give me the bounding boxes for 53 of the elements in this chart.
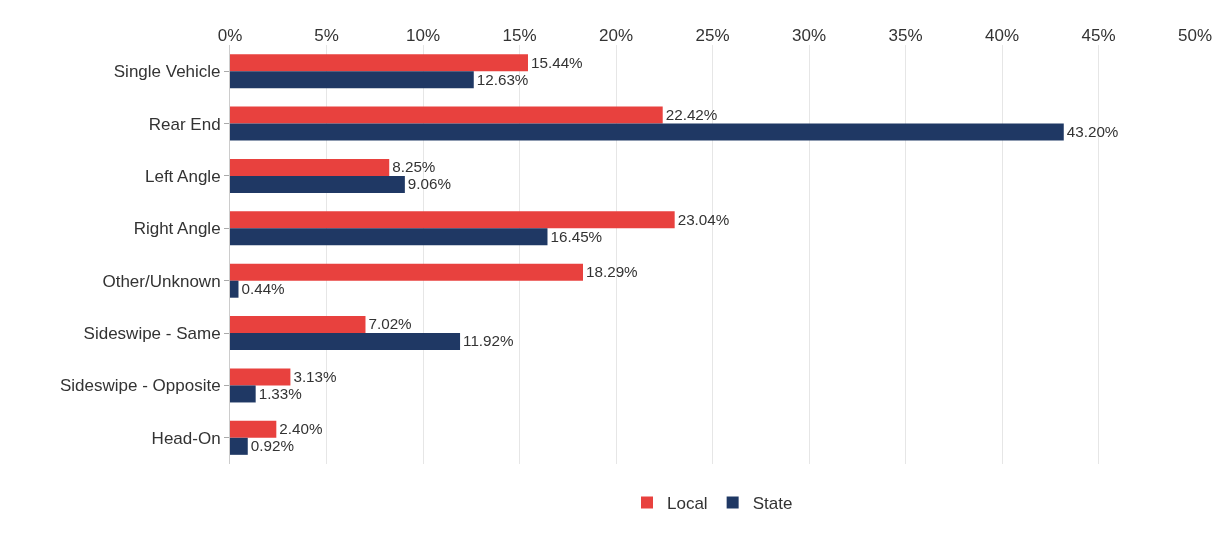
y-tick-label: Head-On: [151, 428, 221, 448]
bar: [230, 175, 405, 193]
data-label: 0.44%: [241, 280, 285, 298]
x-tick-label: 5%: [314, 25, 339, 45]
x-tick-label: 45%: [1081, 25, 1116, 45]
data-label: 15.44%: [531, 53, 583, 71]
y-tick-label: Rear End: [148, 114, 221, 134]
x-tick-label: 0%: [217, 25, 243, 45]
bar: [230, 437, 248, 455]
data-label: 1.33%: [258, 384, 302, 402]
data-label: 16.45%: [550, 227, 603, 245]
legend-label: Local: [667, 494, 708, 514]
data-label: 2.40%: [279, 420, 323, 438]
data-label: 8.25%: [392, 158, 436, 176]
x-tick-label: 40%: [984, 25, 1020, 45]
bar: [230, 316, 366, 334]
x-tick-label: 35%: [888, 25, 923, 45]
data-label: 0.92%: [250, 437, 294, 455]
legend-label: State: [752, 494, 793, 514]
y-tick-label: Right Angle: [133, 219, 221, 239]
x-tick-label: 10%: [405, 25, 441, 45]
x-tick-label: 30%: [791, 25, 827, 45]
bar: [230, 333, 461, 351]
y-tick-label: Single Vehicle: [113, 62, 221, 82]
data-label: 23.04%: [677, 210, 730, 228]
y-tick-label: Sideswipe - Same: [83, 324, 221, 344]
bar: [230, 71, 474, 89]
bar: [230, 280, 239, 298]
bar: [230, 106, 663, 124]
x-tick-label: 15%: [502, 25, 537, 45]
data-label: 3.13%: [293, 367, 337, 385]
y-tick-label: Left Angle: [144, 166, 221, 186]
data-label: 7.02%: [368, 315, 412, 333]
data-label: 11.92%: [463, 332, 514, 350]
bar: [230, 54, 528, 72]
data-label: 18.29%: [586, 263, 638, 281]
bar: [230, 385, 256, 403]
y-tick-label: Other/Unknown: [102, 271, 221, 291]
y-tick-label: Sideswipe - Opposite: [59, 376, 221, 396]
data-label: 43.20%: [1066, 123, 1119, 140]
bar: [230, 158, 390, 176]
data-label: 9.06%: [407, 175, 452, 193]
data-label: 22.42%: [665, 105, 718, 123]
data-label: 12.63%: [476, 70, 529, 88]
x-tick-label: 20%: [598, 25, 634, 45]
bar: [230, 228, 548, 246]
bar: [230, 123, 1064, 141]
bar: [230, 211, 675, 229]
x-tick-label: 25%: [695, 25, 730, 45]
bar: [230, 263, 583, 281]
bar: [230, 368, 291, 386]
x-tick-label: 50%: [1177, 25, 1213, 45]
bar: [230, 420, 277, 438]
